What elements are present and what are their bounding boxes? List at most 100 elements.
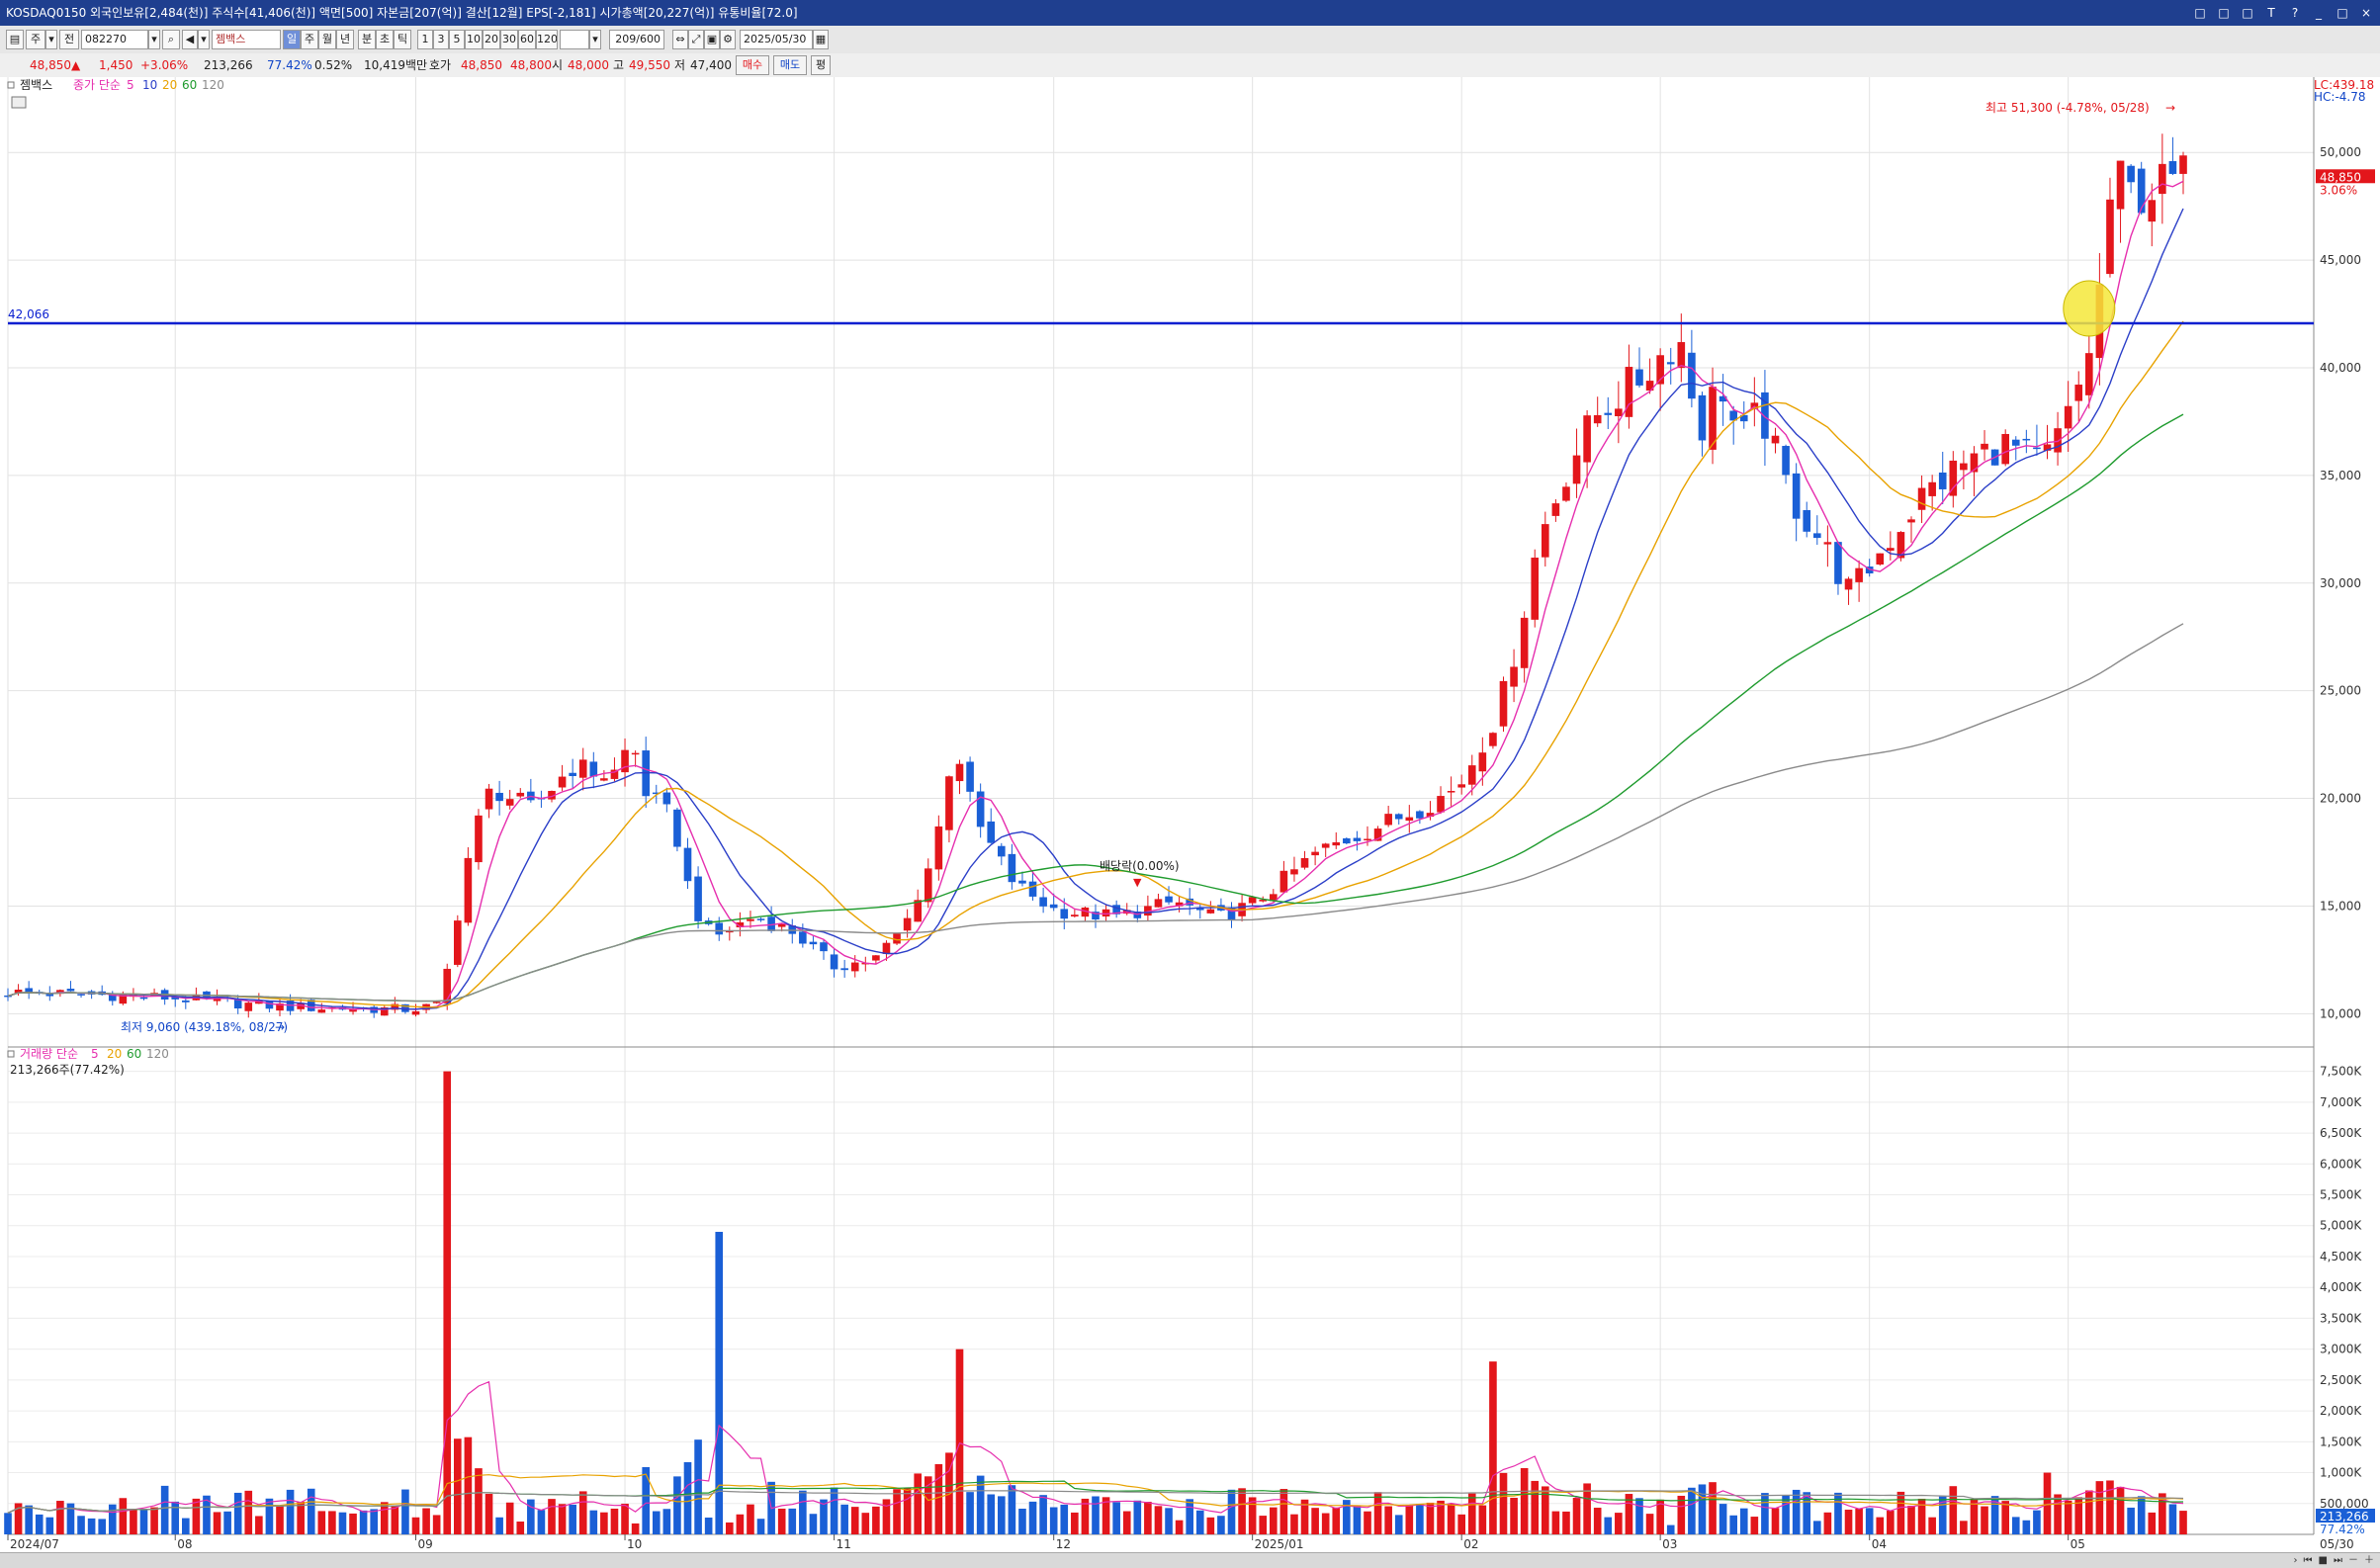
stock-name-field[interactable]: 젬백스 (212, 30, 281, 49)
pane-toggle-icon[interactable] (7, 81, 15, 89)
period-month[interactable]: 월 (318, 30, 336, 49)
volume-legend-ma20: 20 (107, 1047, 122, 1061)
chevron-down-icon[interactable]: ▾ (45, 30, 57, 49)
volume-bar (998, 1496, 1006, 1534)
volume-bar (1112, 1502, 1120, 1534)
candle-body (380, 1006, 389, 1016)
candle-body (2148, 200, 2157, 222)
interval-5[interactable]: 5 (449, 30, 465, 49)
price-tick-label: 40,000 (2320, 361, 2361, 375)
zoom-in-icon[interactable]: ＋ (2364, 1555, 2374, 1566)
chart-scrollbar[interactable]: › ⏮ ■ ⏭ － ＋ (0, 1552, 2380, 1568)
interval-custom-input[interactable] (560, 30, 589, 49)
volume-bar (1666, 1524, 1675, 1534)
calendar-icon[interactable]: ▦ (813, 30, 829, 49)
indicator-box-icon[interactable] (11, 96, 27, 109)
mode-b-button[interactable]: 전 (59, 30, 79, 49)
candle-body (1865, 566, 1874, 573)
buy-button[interactable]: 매수 (736, 55, 769, 75)
volume-bar (558, 1504, 567, 1534)
volume-bar (1844, 1509, 1853, 1534)
period-day[interactable]: 일 (283, 30, 301, 49)
period-week[interactable]: 주 (301, 30, 318, 49)
zoom-icon[interactable]: ⇔ (672, 30, 688, 49)
volume-bar (2179, 1511, 2187, 1534)
interval-120[interactable]: 120 (536, 30, 558, 49)
maximize-button[interactable]: □ (2336, 6, 2348, 20)
candle-body (1290, 869, 1298, 875)
chevron-down-icon[interactable]: ▾ (148, 30, 160, 49)
interval-30[interactable]: 30 (500, 30, 518, 49)
first-icon[interactable]: ⏮ (2303, 1555, 2313, 1566)
volume-bar (150, 1507, 158, 1534)
search-icon[interactable]: ⌕ (162, 30, 180, 49)
avg-button[interactable]: 평 (811, 55, 831, 75)
volume-bar (850, 1507, 859, 1534)
window-btn-3[interactable]: □ (2242, 6, 2253, 20)
mode-a-button[interactable]: 주 (26, 30, 45, 49)
last-icon[interactable]: ⏭ (2334, 1555, 2342, 1566)
candle-body (652, 792, 661, 795)
candle-body (976, 791, 985, 828)
close-button[interactable]: × (2360, 6, 2372, 20)
window-btn-2[interactable]: □ (2218, 6, 2230, 20)
interval-20[interactable]: 20 (483, 30, 500, 49)
period-year[interactable]: 년 (336, 30, 354, 49)
candle-body (1321, 843, 1330, 848)
candle-body (1270, 894, 1278, 902)
count-field[interactable]: 209/600 (609, 30, 664, 49)
period-second[interactable]: 초 (376, 30, 394, 49)
chevron-down-icon[interactable]: ▾ (589, 30, 601, 49)
interval-1[interactable]: 1 (417, 30, 433, 49)
chart-nav-controls[interactable]: › ⏮ ■ ⏭ － ＋ (2294, 1553, 2374, 1568)
candle-body (1813, 533, 1821, 539)
scroll-right-icon[interactable]: › (2293, 1555, 2298, 1566)
volume-bar (307, 1488, 315, 1534)
gear-icon[interactable]: ⚙ (720, 30, 736, 49)
stop-icon[interactable]: ■ (2318, 1555, 2328, 1566)
candle-body (631, 752, 640, 755)
interval-10[interactable]: 10 (465, 30, 483, 49)
volume-bar (1384, 1506, 1392, 1534)
font-button[interactable]: T (2267, 6, 2275, 20)
chart-area[interactable]: 10,000 15,000 20,000 25,000 30,000 35,000 40,0… (0, 77, 2380, 1552)
help-button[interactable]: ? (2291, 6, 2299, 20)
volume-bar (1593, 1508, 1602, 1534)
volume-bar (1990, 1496, 1999, 1534)
volume-bar (1353, 1505, 1362, 1534)
period-minute[interactable]: 분 (358, 30, 376, 49)
period-tick[interactable]: 틱 (394, 30, 411, 49)
time-tick-label: 08 (177, 1537, 192, 1551)
volume-pane-toggle-icon[interactable] (7, 1050, 15, 1058)
window-btn-1[interactable]: □ (2194, 6, 2206, 20)
volume-value-label: 213,266주(77.42%) (10, 1063, 125, 1077)
layout-icon[interactable]: ▤ (6, 30, 24, 49)
stock-code-input[interactable]: 082270 (81, 30, 148, 49)
candle-body (1373, 828, 1382, 841)
candle-body (1165, 896, 1173, 903)
prev-icon[interactable]: ◀ (182, 30, 198, 49)
volume-bar (1917, 1498, 1926, 1534)
save-icon[interactable]: ▣ (704, 30, 720, 49)
volume-bar (945, 1452, 953, 1534)
chevron-down-icon[interactable]: ▾ (198, 30, 210, 49)
volume-bar (662, 1509, 671, 1534)
interval-3[interactable]: 3 (433, 30, 449, 49)
volume-bar (976, 1475, 985, 1534)
stock-chart[interactable]: 10,000 15,000 20,000 25,000 30,000 35,000 40,0… (0, 77, 2380, 1552)
interval-60[interactable]: 60 (518, 30, 536, 49)
volume-legend-ma5: 5 (91, 1047, 99, 1061)
volume-bar (1729, 1515, 1737, 1534)
expand-icon[interactable]: ⤢ (688, 30, 704, 49)
zoom-out-icon[interactable]: － (2348, 1555, 2358, 1566)
candle-body (485, 788, 493, 810)
volume-bar (1887, 1511, 1895, 1534)
minimize-button[interactable]: _ (2316, 6, 2322, 20)
sell-button[interactable]: 매도 (773, 55, 807, 75)
volume-bar (286, 1489, 295, 1534)
time-tick-label: 09 (418, 1537, 433, 1551)
date-input[interactable]: 2025/05/30 (740, 30, 813, 49)
candle-body (2106, 199, 2114, 275)
volume-bar (56, 1501, 64, 1534)
candle-body (1960, 463, 1968, 471)
